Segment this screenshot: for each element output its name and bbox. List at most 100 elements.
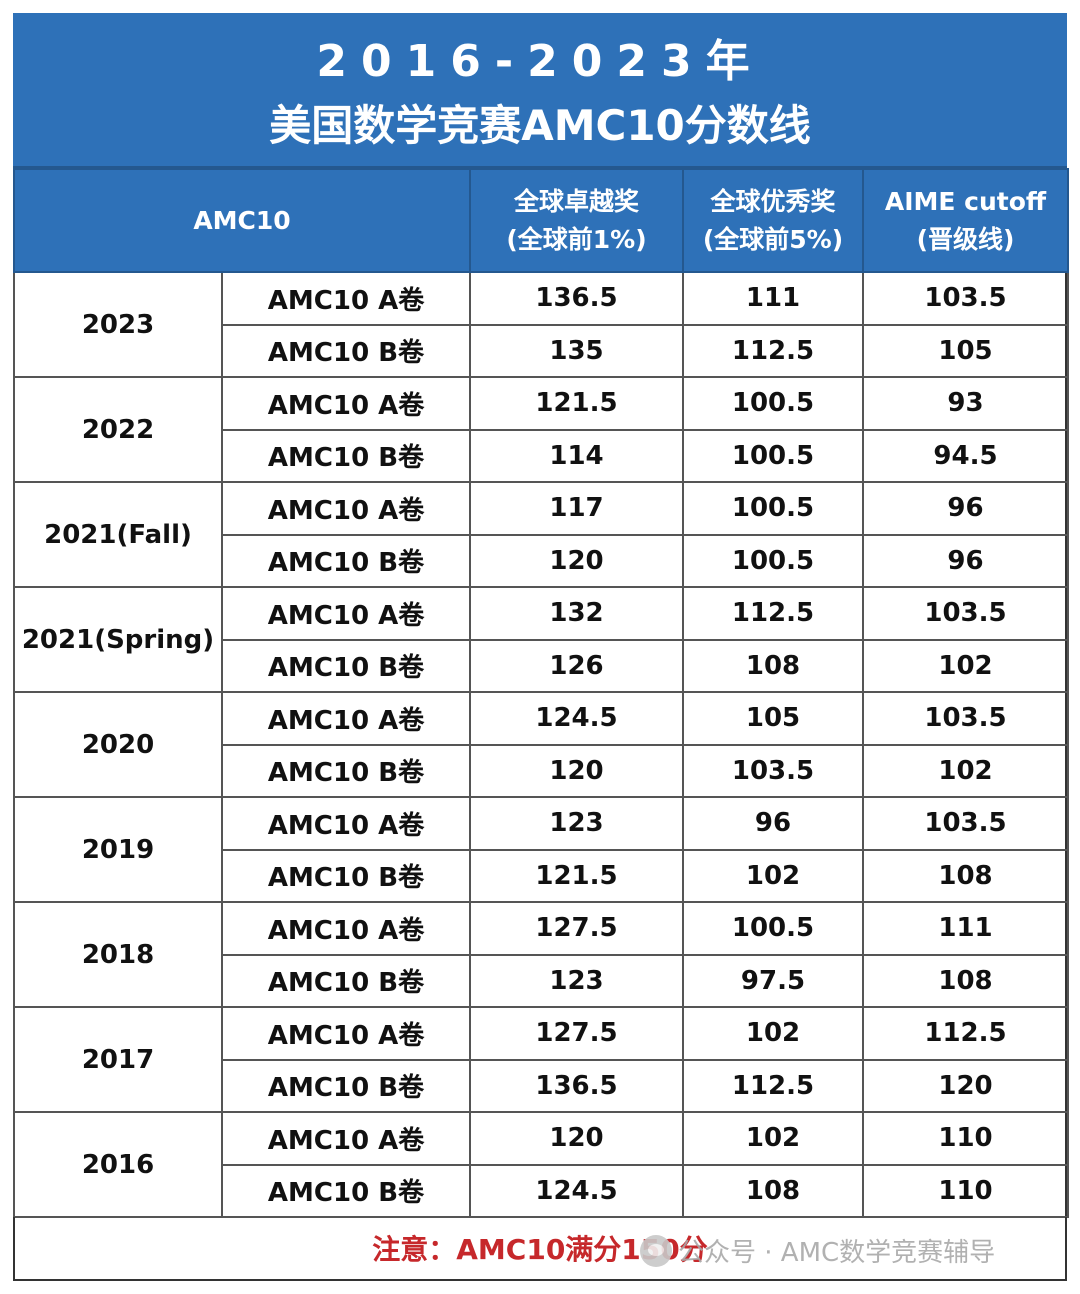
header-distinction-sub: (全球前1%) [506,224,647,254]
table-body: 2023 AMC10 A卷 136.5 111 103.5 AMC10 B卷 135 112.… [13,271,1069,1218]
distinction-cell: 132 [469,586,684,641]
distinction-cell: 136.5 [469,271,684,326]
paper-cell: AMC10 A卷 [221,481,471,536]
table-row: AMC10 B卷 136.5 112.5 120 [14,1058,1069,1113]
table-row: 2019 AMC10 A卷 123 96 103.5 [13,796,1069,903]
distinction-cell: 120 [469,533,684,588]
honor-cell: 100.5 [682,481,864,536]
aime-cell: 103.5 [862,271,1069,326]
year-cell: 2019 [13,796,223,903]
distinction-cell: 121.5 [469,848,684,903]
table-row: 2017 AMC10 A卷 127.5 102 112.5 [13,1006,1069,1113]
table-row: 2021(Fall) AMC10 A卷 117 100.5 96 [13,481,1069,588]
paper-cell: AMC10 B卷 [221,533,471,588]
aime-cell: 108 [862,953,1069,1008]
title-banner: 2016-2023年 美国数学竞赛AMC10分数线 [13,13,1067,168]
paper-cell: AMC10 B卷 [221,638,471,693]
year-cell: 2016 [13,1111,223,1218]
paper-cell: AMC10 A卷 [221,271,471,326]
header-honor-title: 全球优秀奖 [710,186,836,216]
honor-cell: 111 [682,271,864,326]
aime-cell: 111 [862,901,1069,956]
paper-cell: AMC10 A卷 [221,796,471,851]
distinction-cell: 117 [469,481,684,536]
table-header: AMC10 全球卓越奖 (全球前1%) 全球优秀奖 (全球前5%) AIME c… [13,168,1069,273]
aime-cell: 103.5 [862,586,1069,641]
table-row: AMC10 B卷 121.5 102 108 [14,848,1069,903]
honor-cell: 108 [682,638,864,693]
table-row: AMC10 B卷 114 100.5 94.5 [14,428,1069,483]
table-row: AMC10 B卷 123 97.5 108 [14,953,1069,1008]
aime-cell: 112.5 [862,1006,1069,1061]
paper-cell: AMC10 B卷 [221,323,471,378]
watermark: 公众号 · AMC数学竞赛辅导 [640,1232,995,1269]
header-aime-sub: (晋级线) [916,224,1015,254]
honor-cell: 112.5 [682,323,864,378]
header-amc10: AMC10 [13,168,471,273]
year-cell: 2020 [13,691,223,798]
aime-cell: 102 [862,743,1069,798]
table-row: AMC10 B卷 124.5 108 110 [14,1163,1069,1218]
header-honor: 全球优秀奖 (全球前5%) [682,168,864,273]
score-table: AMC10 全球卓越奖 (全球前1%) 全球优秀奖 (全球前5%) AIME c… [13,168,1069,1218]
year-cell: 2022 [13,376,223,483]
table-row: 2018 AMC10 A卷 127.5 100.5 111 [13,901,1069,1008]
table-row: AMC10 B卷 126 108 102 [14,638,1069,693]
honor-cell: 102 [682,848,864,903]
honor-cell: 100.5 [682,533,864,588]
table-row: AMC10 B卷 120 103.5 102 [14,743,1069,798]
page-title-years: 2016-2023年 [316,36,764,87]
aime-cell: 110 [862,1111,1069,1166]
aime-cell: 93 [862,376,1069,431]
distinction-cell: 120 [469,1111,684,1166]
paper-cell: AMC10 A卷 [221,901,471,956]
header-distinction-title: 全球卓越奖 [513,186,639,216]
paper-cell: AMC10 B卷 [221,848,471,903]
honor-cell: 102 [682,1006,864,1061]
paper-cell: AMC10 B卷 [221,428,471,483]
honor-cell: 100.5 [682,428,864,483]
distinction-cell: 123 [469,796,684,851]
paper-cell: AMC10 B卷 [221,743,471,798]
wechat-icon [640,1234,672,1267]
honor-cell: 108 [682,1163,864,1218]
distinction-cell: 136.5 [469,1058,684,1113]
honor-cell: 100.5 [682,376,864,431]
page-title: 美国数学竞赛AMC10分数线 [269,101,811,150]
honor-cell: 96 [682,796,864,851]
header-honor-sub: (全球前5%) [702,224,844,254]
year-cell: 2021(Spring) [13,586,223,693]
distinction-cell: 126 [469,638,684,693]
aime-cell: 108 [862,848,1069,903]
honor-cell: 112.5 [682,586,864,641]
distinction-cell: 135 [469,323,684,378]
aime-cell: 96 [862,481,1069,536]
distinction-cell: 114 [469,428,684,483]
aime-cell: 96 [862,533,1069,588]
aime-cell: 120 [862,1058,1069,1113]
aime-cell: 103.5 [862,796,1069,851]
paper-cell: AMC10 A卷 [221,1111,471,1166]
year-cell: 2017 [13,1006,223,1113]
table-row: 2021(Spring) AMC10 A卷 132 112.5 103.5 [13,586,1069,693]
table-row: AMC10 B卷 135 112.5 105 [14,323,1069,378]
honor-cell: 100.5 [682,901,864,956]
year-cell: 2018 [13,901,223,1008]
distinction-cell: 121.5 [469,376,684,431]
paper-cell: AMC10 B卷 [221,953,471,1008]
honor-cell: 112.5 [682,1058,864,1113]
aime-cell: 105 [862,323,1069,378]
distinction-cell: 124.5 [469,1163,684,1218]
paper-cell: AMC10 A卷 [221,376,471,431]
distinction-cell: 127.5 [469,901,684,956]
paper-cell: AMC10 B卷 [221,1058,471,1113]
honor-cell: 102 [682,1111,864,1166]
table-row: 2016 AMC10 A卷 120 102 110 [13,1111,1069,1218]
paper-cell: AMC10 B卷 [221,1163,471,1218]
paper-cell: AMC10 A卷 [221,586,471,641]
aime-cell: 94.5 [862,428,1069,483]
watermark-text: 公众号 · AMC数学竞赛辅导 [678,1238,996,1268]
distinction-cell: 120 [469,743,684,798]
table-row: AMC10 B卷 120 100.5 96 [14,533,1069,588]
paper-cell: AMC10 A卷 [221,691,471,746]
